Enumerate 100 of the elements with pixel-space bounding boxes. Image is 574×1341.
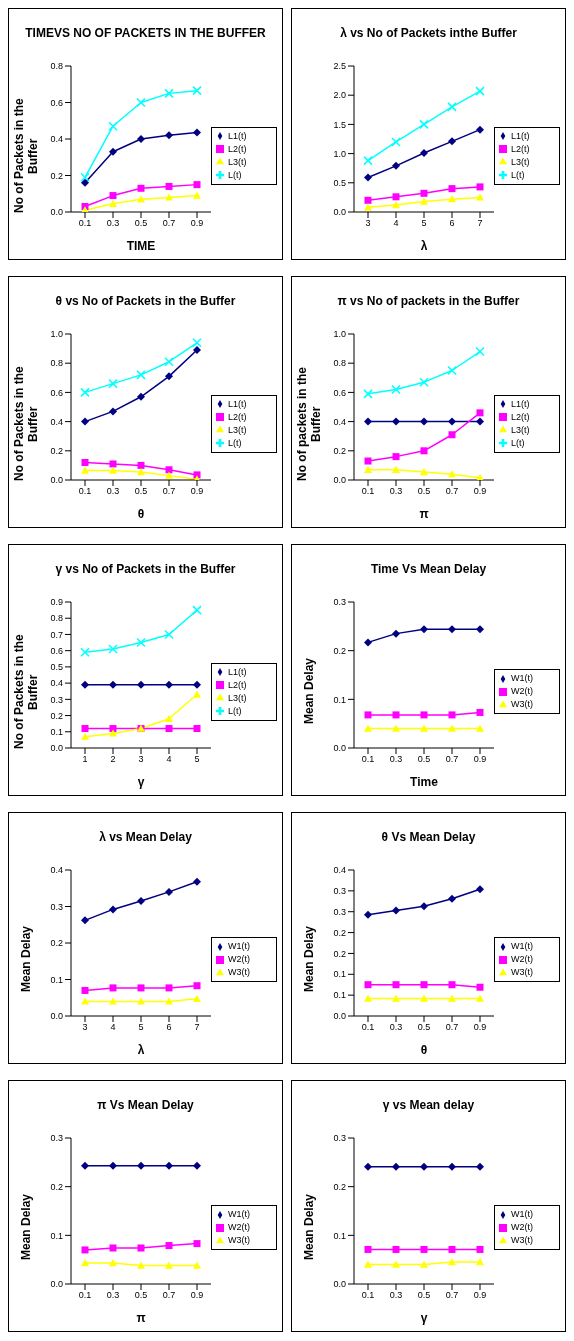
y-axis-title: No of Packets in the Buffer xyxy=(12,97,40,215)
x-tick-label: 0.3 xyxy=(389,753,403,764)
legend-label: L(t) xyxy=(511,169,525,180)
x-tick-label: 0.5 xyxy=(417,1021,431,1032)
legend-label: W3(t) xyxy=(228,1235,250,1245)
x-axis-title: γ xyxy=(420,1310,428,1325)
x-axis-title: λ xyxy=(137,1042,145,1057)
y-axis-title: Mean Delay xyxy=(302,658,316,725)
y-tick-label: 0.0 xyxy=(50,474,63,485)
chart-title: θ vs No of Packets in the Buffer xyxy=(54,293,237,310)
x-tick-label: 0.7 xyxy=(162,1289,176,1300)
y-axis-title: Mean Delay xyxy=(302,1194,316,1261)
x-tick-label: 7 xyxy=(477,217,483,228)
y-tick-label: 0.2 xyxy=(333,645,346,656)
x-tick-label: 0.3 xyxy=(106,1289,120,1300)
legend-label: W2(t) xyxy=(511,686,533,696)
legend-label: W1(t) xyxy=(228,941,250,951)
legend-label: L2(t) xyxy=(228,411,247,422)
x-tick-label: 0.1 xyxy=(361,753,375,764)
y-tick-label: 0.8 xyxy=(50,357,63,368)
legend-label: L1(t) xyxy=(511,398,530,409)
y-tick-label: 0.4 xyxy=(50,677,63,688)
x-tick-label: 0.9 xyxy=(473,753,487,764)
y-tick-label: 0.4 xyxy=(50,416,63,427)
legend-label: L1(t) xyxy=(228,398,247,409)
x-tick-label: 6 xyxy=(166,1021,172,1032)
y-tick-label: 1.0 xyxy=(50,328,63,339)
y-tick-label: 0.3 xyxy=(333,1132,346,1143)
x-axis-title: π xyxy=(419,506,429,521)
x-tick-label: 5 xyxy=(194,753,200,764)
x-tick-label: 0.7 xyxy=(445,1289,459,1300)
legend-label: L3(t) xyxy=(228,424,247,435)
x-tick-label: 4 xyxy=(110,1021,116,1032)
x-tick-label: 3 xyxy=(365,217,371,228)
y-tick-label: 0.1 xyxy=(333,1230,346,1241)
x-tick-label: 1 xyxy=(82,753,88,764)
chart-title: θ Vs Mean Delay xyxy=(380,829,477,846)
x-tick-label: 0.3 xyxy=(389,1289,403,1300)
y-axis-title: Mean Delay xyxy=(302,926,316,993)
x-tick-label: 0.7 xyxy=(162,217,176,228)
x-tick-label: 0.1 xyxy=(361,485,375,496)
y-tick-label: 0.6 xyxy=(50,387,63,398)
legend-label: W2(t) xyxy=(511,1222,533,1232)
y-tick-label: 0.1 xyxy=(50,726,63,737)
chart-title: γ vs Mean delay xyxy=(381,1097,476,1114)
x-tick-label: 0.7 xyxy=(445,485,459,496)
legend-label: W3(t) xyxy=(511,699,533,709)
x-tick-label: 3 xyxy=(82,1021,88,1032)
x-tick-label: 2 xyxy=(110,753,116,764)
x-tick-label: 0.9 xyxy=(190,217,204,228)
y-tick-label: 0.5 xyxy=(50,661,63,672)
y-axis-title: Mean Delay xyxy=(19,1194,33,1261)
legend-label: W1(t) xyxy=(511,673,533,683)
y-tick-label: 0.8 xyxy=(333,357,346,368)
y-tick-label: 0.3 xyxy=(333,906,346,917)
x-tick-label: 6 xyxy=(449,217,455,228)
y-tick-label: 0.2 xyxy=(333,1181,346,1192)
chart-title: λ vs No of Packets inthe Buffer xyxy=(339,25,518,42)
x-axis-title: θ xyxy=(420,1042,428,1057)
x-tick-label: 0.7 xyxy=(162,485,176,496)
legend-label: L1(t) xyxy=(228,666,247,677)
y-axis-title: No of Packets in the Buffer xyxy=(12,633,40,751)
x-axis-title: TIME xyxy=(126,238,156,253)
x-tick-label: 0.9 xyxy=(473,1289,487,1300)
y-tick-label: 0.2 xyxy=(50,1181,63,1192)
legend-label: W1(t) xyxy=(228,1209,250,1219)
legend-label: L3(t) xyxy=(228,692,247,703)
x-tick-label: 0.3 xyxy=(389,485,403,496)
chart-title: γ vs No of Packets in the Buffer xyxy=(54,561,237,578)
y-tick-label: 0.0 xyxy=(50,1010,63,1021)
y-tick-label: 0.5 xyxy=(333,177,346,188)
y-tick-label: 0.0 xyxy=(50,1278,63,1289)
y-tick-label: 0.8 xyxy=(50,612,63,623)
x-tick-label: 5 xyxy=(421,217,427,228)
y-tick-label: 0.4 xyxy=(50,864,63,875)
legend-label: L2(t) xyxy=(511,143,530,154)
x-axis-title: γ xyxy=(137,774,145,789)
x-tick-label: 0.1 xyxy=(361,1021,375,1032)
x-tick-label: 0.1 xyxy=(361,1289,375,1300)
legend-label: L(t) xyxy=(228,437,242,448)
y-tick-label: 0.3 xyxy=(333,885,346,896)
y-tick-label: 0.3 xyxy=(50,1132,63,1143)
y-tick-label: 0.0 xyxy=(333,206,346,217)
legend-label: W2(t) xyxy=(511,954,533,964)
x-tick-label: 4 xyxy=(166,753,172,764)
y-tick-label: 0.4 xyxy=(333,416,346,427)
x-tick-label: 0.3 xyxy=(106,217,120,228)
legend-label: W3(t) xyxy=(511,1235,533,1245)
x-tick-label: 0.5 xyxy=(417,485,431,496)
y-tick-label: 0.7 xyxy=(50,629,63,640)
y-tick-label: 0.4 xyxy=(50,133,63,144)
legend-label: W1(t) xyxy=(511,1209,533,1219)
x-axis-title: λ xyxy=(420,238,428,253)
y-tick-label: 0.1 xyxy=(50,974,63,985)
chart-title: π vs No of packets in the Buffer xyxy=(336,293,521,310)
y-tick-label: 0.1 xyxy=(333,694,346,705)
legend-label: L1(t) xyxy=(228,130,247,141)
y-tick-label: 0.2 xyxy=(333,927,346,938)
x-tick-label: 3 xyxy=(138,753,144,764)
x-axis-title: Time xyxy=(410,774,439,789)
